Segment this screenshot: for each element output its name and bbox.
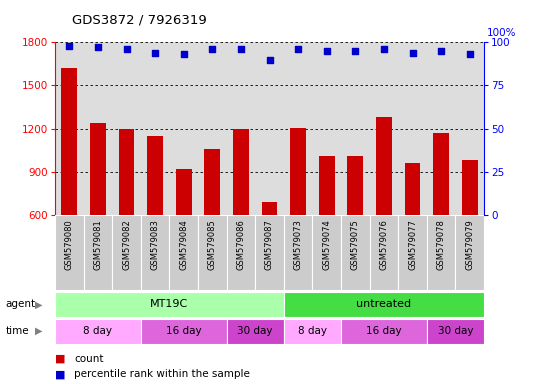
Point (351, 48, 360, 54)
Bar (433, 133, 449, 215)
Text: 100%: 100% (487, 28, 516, 38)
Text: 30 day: 30 day (238, 326, 273, 336)
Text: GSM579083: GSM579083 (151, 219, 160, 270)
Text: GSM579075: GSM579075 (351, 219, 360, 270)
Bar (176, 169, 191, 215)
Point (379, 46, 388, 52)
FancyBboxPatch shape (284, 215, 312, 290)
FancyBboxPatch shape (169, 215, 198, 290)
Bar (205, 149, 220, 215)
FancyBboxPatch shape (455, 215, 484, 290)
FancyBboxPatch shape (427, 319, 484, 344)
Text: MT19C: MT19C (150, 299, 189, 310)
FancyBboxPatch shape (198, 215, 227, 290)
Bar (462, 161, 477, 215)
Bar (62, 68, 77, 215)
Bar (262, 202, 277, 215)
Text: GSM579074: GSM579074 (322, 219, 331, 270)
Text: ■: ■ (55, 354, 65, 364)
Point (294, 46, 302, 52)
FancyBboxPatch shape (141, 319, 227, 344)
Text: 8 day: 8 day (84, 326, 112, 336)
Point (65, 43, 74, 49)
Bar (348, 156, 363, 215)
Bar (405, 163, 420, 215)
FancyBboxPatch shape (227, 319, 284, 344)
Bar (376, 117, 392, 215)
FancyBboxPatch shape (255, 215, 284, 290)
FancyBboxPatch shape (141, 215, 169, 290)
Point (408, 50, 417, 56)
Bar (233, 129, 249, 215)
Text: ■: ■ (55, 369, 65, 379)
Text: GSM579087: GSM579087 (265, 219, 274, 270)
Bar (119, 129, 134, 215)
Text: GSM579080: GSM579080 (65, 219, 74, 270)
Text: GDS3872 / 7926319: GDS3872 / 7926319 (72, 13, 206, 26)
Text: GSM579085: GSM579085 (208, 219, 217, 270)
Point (94, 44, 102, 50)
Point (465, 51, 474, 58)
FancyBboxPatch shape (284, 319, 341, 344)
Text: GSM579078: GSM579078 (437, 219, 446, 270)
FancyBboxPatch shape (312, 215, 341, 290)
FancyBboxPatch shape (227, 215, 255, 290)
FancyBboxPatch shape (341, 215, 370, 290)
Text: agent: agent (6, 299, 36, 310)
FancyBboxPatch shape (398, 215, 427, 290)
Text: GSM579076: GSM579076 (379, 219, 388, 270)
Point (179, 51, 188, 58)
Text: 16 day: 16 day (166, 326, 201, 336)
Text: GSM579073: GSM579073 (294, 219, 302, 270)
Point (151, 50, 160, 56)
Text: GSM579082: GSM579082 (122, 219, 131, 270)
Point (265, 56, 274, 63)
Text: count: count (74, 354, 104, 364)
Text: ▶: ▶ (35, 299, 42, 310)
FancyBboxPatch shape (84, 215, 112, 290)
Text: GSM579077: GSM579077 (408, 219, 417, 270)
Text: 8 day: 8 day (298, 326, 327, 336)
Text: 16 day: 16 day (366, 326, 402, 336)
Text: 30 day: 30 day (438, 326, 473, 336)
Text: time: time (6, 326, 29, 336)
FancyBboxPatch shape (427, 215, 455, 290)
Text: GSM579081: GSM579081 (94, 219, 102, 270)
Point (322, 48, 331, 54)
Bar (90, 123, 106, 215)
Bar (147, 136, 163, 215)
FancyBboxPatch shape (341, 319, 427, 344)
FancyBboxPatch shape (284, 292, 484, 317)
Bar (290, 128, 306, 215)
Point (437, 48, 446, 54)
Text: percentile rank within the sample: percentile rank within the sample (74, 369, 250, 379)
Point (122, 46, 131, 52)
FancyBboxPatch shape (55, 292, 284, 317)
FancyBboxPatch shape (55, 215, 84, 290)
FancyBboxPatch shape (55, 319, 141, 344)
Text: untreated: untreated (356, 299, 411, 310)
Text: GSM579079: GSM579079 (465, 219, 474, 270)
Text: ▶: ▶ (35, 326, 42, 336)
FancyBboxPatch shape (370, 215, 398, 290)
Point (236, 46, 245, 52)
Point (208, 46, 217, 52)
Text: GSM579084: GSM579084 (179, 219, 188, 270)
Text: GSM579086: GSM579086 (236, 219, 245, 270)
Bar (319, 156, 334, 215)
FancyBboxPatch shape (112, 215, 141, 290)
